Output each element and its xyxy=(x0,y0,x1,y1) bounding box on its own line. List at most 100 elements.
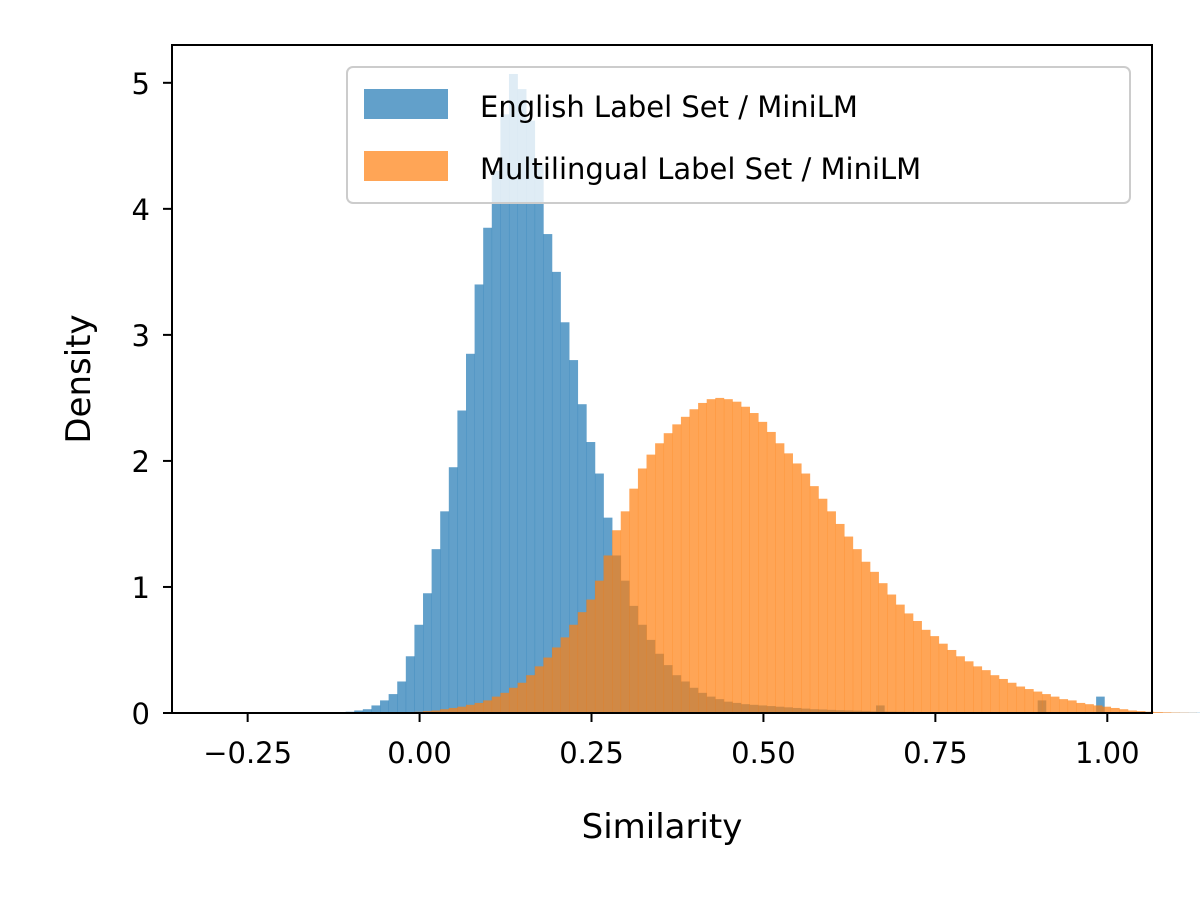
legend-label: Multilingual Label Set / MiniLM xyxy=(480,152,921,186)
x-tick-label: 0.25 xyxy=(559,736,624,770)
x-axis-title: Similarity xyxy=(582,807,743,847)
histogram-bar xyxy=(956,656,965,713)
histogram-bar xyxy=(981,670,991,713)
histogram-bar xyxy=(913,620,922,713)
histogram-bar xyxy=(938,643,948,713)
x-tick-label: 0.50 xyxy=(731,736,796,770)
histogram-bar xyxy=(749,413,759,713)
histogram-bar xyxy=(990,675,1000,713)
x-tick-label: 1.00 xyxy=(1075,736,1140,770)
histogram-bar xyxy=(551,271,561,713)
histogram-bar xyxy=(491,696,501,713)
histogram-bar xyxy=(904,613,914,713)
histogram-bar xyxy=(603,555,613,713)
histogram-bar xyxy=(663,433,673,713)
y-tick-label: 3 xyxy=(132,319,150,353)
histogram-bar xyxy=(483,700,493,713)
histogram-bar xyxy=(930,636,940,713)
histogram-bar xyxy=(887,594,897,713)
histogram-bar xyxy=(1096,696,1105,713)
histogram-bar xyxy=(689,409,699,713)
histogram-bar xyxy=(827,511,836,713)
histogram-bar xyxy=(1059,699,1069,713)
histogram-bar xyxy=(483,227,493,713)
histogram-bar xyxy=(655,443,665,713)
histogram-bar xyxy=(405,656,415,713)
histogram-bar xyxy=(508,73,518,714)
legend: English Label Set / MiniLM Multilingual L… xyxy=(346,66,1131,204)
histogram-bar xyxy=(973,666,983,713)
histogram-bar xyxy=(723,399,733,713)
histogram-bar xyxy=(526,675,536,713)
histogram-bar xyxy=(560,637,570,713)
histogram-bar xyxy=(809,486,819,713)
histogram-bar xyxy=(380,700,389,713)
histogram-bar xyxy=(388,694,398,713)
histogram-bar xyxy=(474,702,484,713)
histogram-bar xyxy=(1162,712,1172,713)
histogram-bar xyxy=(517,89,527,714)
histogram-bar xyxy=(964,661,974,713)
histogram-bar xyxy=(448,707,458,713)
histogram-bar xyxy=(1127,710,1137,713)
histogram-bar xyxy=(526,120,536,714)
histogram-bar xyxy=(508,687,518,713)
histogram-bar xyxy=(466,353,475,713)
histogram-bar xyxy=(741,406,750,713)
histogram-bar xyxy=(715,397,725,713)
histogram-bar xyxy=(448,467,458,713)
histogram-bar xyxy=(921,629,931,713)
histogram-bar xyxy=(362,709,372,713)
histogram-bar xyxy=(569,360,579,713)
y-tick-label: 4 xyxy=(132,193,150,227)
histogram-bar xyxy=(594,580,604,713)
histogram-bar xyxy=(672,424,682,713)
histogram-bar xyxy=(354,710,364,713)
histogram-bar xyxy=(1050,696,1060,713)
histogram-bar xyxy=(852,549,862,713)
histogram-bar xyxy=(1041,694,1051,713)
histogram-bar xyxy=(466,704,475,713)
histogram-bar xyxy=(947,649,957,713)
legend-swatch xyxy=(364,151,448,181)
histogram-bar xyxy=(500,692,510,713)
histogram-bar xyxy=(698,402,708,713)
bars-layer xyxy=(345,73,1200,714)
y-tick-label: 0 xyxy=(132,697,150,731)
histogram-bar xyxy=(457,410,467,713)
histogram-bar xyxy=(1119,709,1129,713)
histogram-bar xyxy=(784,453,793,713)
y-tick-label: 2 xyxy=(132,445,150,479)
histogram-bar xyxy=(629,488,639,713)
histogram-bar xyxy=(818,498,828,713)
histogram-bar xyxy=(766,431,776,713)
histogram-bar xyxy=(758,421,768,713)
histogram-bar xyxy=(1033,691,1043,713)
histogram-bar xyxy=(551,647,561,713)
x-tick-label: 0.75 xyxy=(903,736,968,770)
histogram-bar xyxy=(534,164,544,714)
histogram-bar xyxy=(397,681,407,713)
histogram-bar xyxy=(457,706,467,713)
histogram-bar xyxy=(792,463,802,713)
histogram-bar xyxy=(1093,705,1103,713)
histogram-bar xyxy=(500,114,510,713)
histogram-bar xyxy=(586,599,596,713)
histogram-bar xyxy=(1084,704,1094,713)
axes-layer: −0.25 0.00 0.25 0.50 0.75 1.00 0 1 2 3 4 5 Similarit… xyxy=(59,44,1153,847)
histogram-bar xyxy=(577,612,587,713)
histogram-bar xyxy=(577,404,587,713)
histogram-bar xyxy=(431,549,441,713)
legend-label: English Label Set / MiniLM xyxy=(480,90,858,124)
y-tick-label: 5 xyxy=(132,67,150,101)
histogram-bar xyxy=(895,604,905,713)
x-tick-label: −0.25 xyxy=(203,736,292,770)
histogram-bar xyxy=(1153,712,1163,713)
histogram-bar xyxy=(440,709,450,713)
x-tick-label: 0.00 xyxy=(387,736,452,770)
histogram-bar xyxy=(586,442,596,713)
y-tick-label: 1 xyxy=(132,571,150,605)
legend-swatch xyxy=(364,89,448,119)
histogram-bar xyxy=(371,705,381,713)
